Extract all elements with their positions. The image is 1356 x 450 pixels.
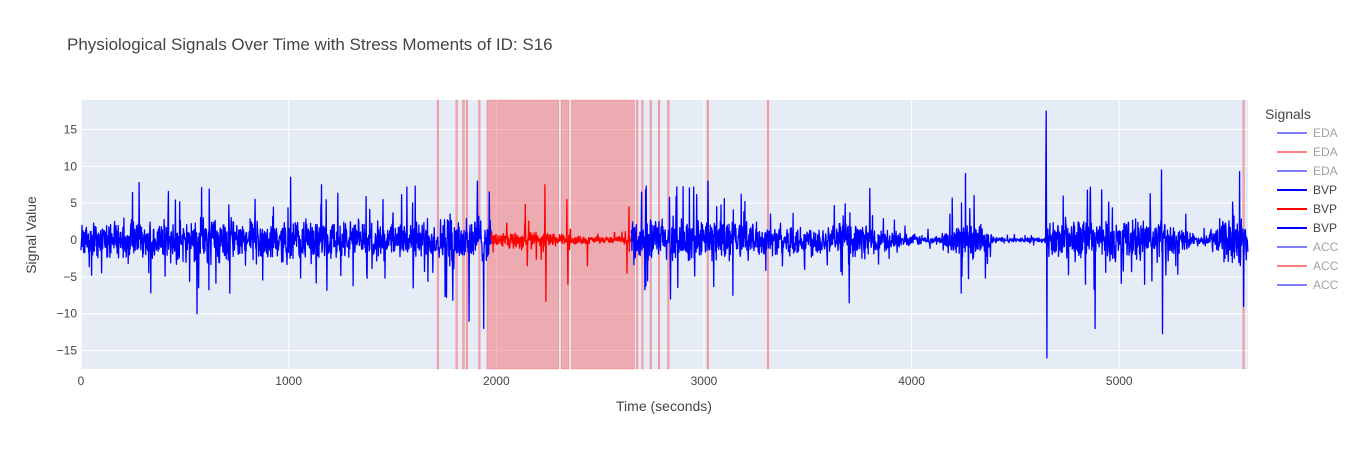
- plot-area: [80, 99, 1249, 370]
- legend: Signals EDA EDA EDA BVP BVP BVP ACC ACC ACC: [1265, 106, 1339, 292]
- legend-label: BVP: [1313, 202, 1337, 216]
- legend-item-bvp[interactable]: BVP: [1277, 221, 1337, 235]
- legend-label: BVP: [1313, 221, 1337, 235]
- legend-label: ACC: [1313, 240, 1339, 254]
- bvp-series-line: [80, 176, 492, 330]
- x-tick-label: 4000: [898, 374, 925, 388]
- y-tick-label: 0: [70, 233, 77, 247]
- legend-label: ACC: [1313, 278, 1339, 292]
- chart-title: Physiological Signals Over Time with Str…: [67, 35, 553, 54]
- x-tick-label: 1000: [275, 374, 302, 388]
- legend-item-acc[interactable]: ACC: [1277, 278, 1339, 292]
- legend-title: Signals: [1265, 106, 1311, 122]
- y-tick-label: −15: [57, 344, 78, 358]
- y-tick-label: 15: [64, 122, 78, 136]
- stress-region: [436, 99, 439, 370]
- legend-item-acc[interactable]: ACC: [1277, 259, 1339, 273]
- legend-label: BVP: [1313, 183, 1337, 197]
- y-tick-label: −5: [63, 270, 77, 284]
- legend-label: ACC: [1313, 259, 1339, 273]
- x-tick-label: 2000: [483, 374, 510, 388]
- legend-item-bvp[interactable]: BVP: [1277, 202, 1337, 216]
- signal-series: [80, 110, 1249, 359]
- y-tick-label: 10: [64, 159, 78, 173]
- legend-item-eda[interactable]: EDA: [1277, 164, 1338, 178]
- y-axis-ticks: −15 −10 −5 0 5 10 15: [57, 122, 78, 357]
- legend-item-acc[interactable]: ACC: [1277, 240, 1339, 254]
- y-tick-label: 5: [70, 196, 77, 210]
- x-tick-label: 3000: [691, 374, 718, 388]
- y-axis-title: Signal Value: [23, 196, 39, 274]
- legend-label: EDA: [1313, 145, 1338, 159]
- x-tick-label: 5000: [1106, 374, 1133, 388]
- bvp-series-line: [630, 110, 1249, 359]
- x-axis-title: Time (seconds): [616, 398, 712, 414]
- stress-region: [571, 99, 635, 370]
- y-tick-label: −10: [57, 307, 78, 321]
- legend-item-eda[interactable]: EDA: [1277, 126, 1338, 140]
- legend-label: EDA: [1313, 126, 1338, 140]
- x-axis-ticks: 0 1000 2000 3000 4000 5000: [78, 374, 1133, 388]
- legend-item-eda[interactable]: EDA: [1277, 145, 1338, 159]
- legend-label: EDA: [1313, 164, 1338, 178]
- legend-item-bvp[interactable]: BVP: [1277, 183, 1337, 197]
- bvp-series-line: [490, 184, 632, 302]
- x-tick-label: 0: [78, 374, 85, 388]
